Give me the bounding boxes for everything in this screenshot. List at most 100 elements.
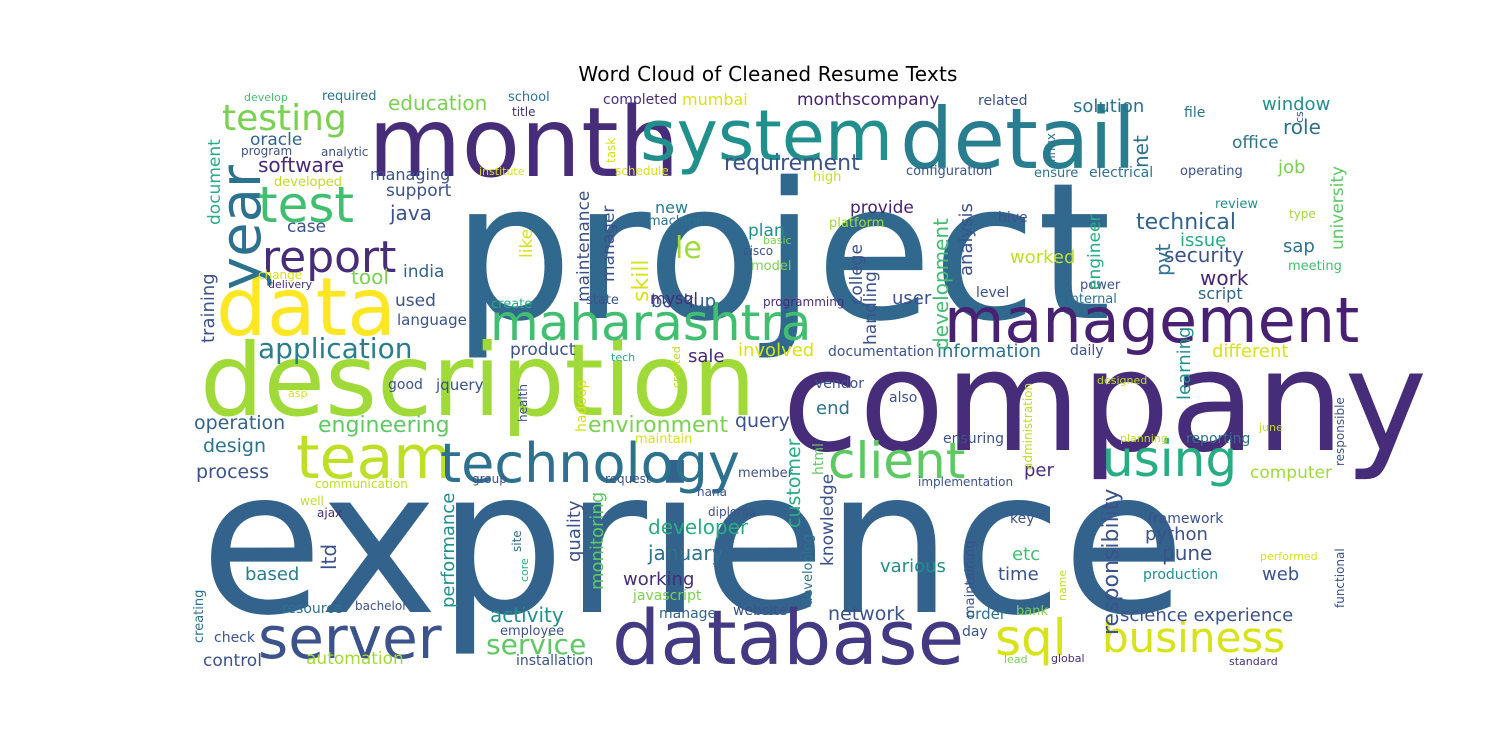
word-pune: pune: [1162, 541, 1212, 565]
word-college: college: [847, 244, 867, 305]
word-manage: manage: [659, 606, 716, 622]
word-control: control: [203, 651, 262, 671]
word-employee: employee: [500, 624, 564, 639]
word-key: key: [1010, 511, 1035, 527]
word-monitoring: monitoring: [587, 492, 608, 590]
word-sql: sql: [995, 609, 1067, 667]
word-education: education: [388, 91, 487, 115]
word-developed: developed: [274, 175, 342, 190]
word-change: change: [258, 268, 302, 282]
word-report: report: [262, 232, 396, 283]
word-java: java: [389, 201, 432, 225]
word-backup: backup: [651, 291, 716, 312]
word-skill: skill: [629, 259, 654, 302]
word-operating: operating: [1180, 164, 1243, 179]
word-meeting: meeting: [1288, 259, 1342, 274]
chart-title: Word Cloud of Cleaned Resume Texts: [578, 62, 958, 86]
word-science-experience: science experience: [1120, 605, 1293, 626]
word-project: project: [452, 142, 1111, 363]
word-university: university: [1328, 166, 1348, 250]
word-oracle: oracle: [250, 130, 302, 150]
word-time: time: [998, 564, 1039, 585]
word-requirement: requirement: [724, 151, 860, 176]
word-completed: completed: [603, 92, 677, 108]
word-health: health: [516, 384, 530, 422]
word-institute: institute: [479, 165, 525, 178]
word-software: software: [258, 153, 344, 177]
word-ajax: ajax: [317, 506, 342, 520]
word-script: script: [1198, 284, 1243, 303]
word-network: network: [828, 603, 905, 625]
word-technical: technical: [1136, 210, 1236, 235]
word-managing: managing: [370, 165, 450, 184]
word-case: case: [287, 217, 326, 237]
word-mumbai: mumbai: [682, 90, 748, 109]
word-cs: cs: [1293, 111, 1306, 123]
word-handling: handling: [861, 271, 881, 345]
word-installation: installation: [516, 653, 593, 669]
word-implementation: implementation: [918, 475, 1013, 489]
word-customer: customer: [783, 438, 805, 528]
word-hive: hive: [998, 210, 1028, 226]
word-html: html: [811, 443, 827, 475]
word-electrical: electrical: [1089, 165, 1153, 181]
word-activity: activity: [490, 603, 564, 627]
word-operation: operation: [194, 412, 285, 434]
word-sap: sap: [1283, 236, 1315, 257]
word-knowledge: knowledge: [818, 474, 838, 566]
word-cisco: cisco: [743, 244, 773, 258]
word-developer: developer: [648, 515, 749, 539]
word-engineering: engineering: [318, 413, 450, 438]
word-used: used: [395, 291, 436, 311]
word-vendor: vendor: [815, 376, 864, 392]
word-performance: performance: [438, 493, 459, 608]
word-state: state: [586, 293, 619, 308]
word-pvt: pvt: [1151, 243, 1175, 276]
word-ltd: ltd: [317, 544, 341, 570]
word-configuration: configuration: [906, 164, 992, 179]
word-environment: environment: [588, 413, 728, 438]
word-diploma: diploma: [708, 505, 756, 519]
word-testing: testing: [222, 98, 347, 139]
word-maharashtra: maharashtra: [490, 294, 811, 352]
word-python: python: [1145, 524, 1208, 545]
word-high: high: [813, 170, 841, 185]
word-developing: developing: [801, 534, 816, 606]
word-test: test: [258, 176, 354, 234]
word-standard: standard: [1229, 655, 1278, 668]
word-core: core: [518, 558, 531, 582]
word-power: power: [1080, 278, 1121, 293]
word-le: le: [675, 231, 702, 266]
word-year: year: [209, 164, 274, 290]
word-end: end: [816, 398, 850, 419]
word-role: role: [1283, 115, 1321, 139]
word-technology: technology: [440, 432, 740, 495]
word-hana: hana: [697, 485, 727, 499]
word-product: product: [510, 340, 576, 360]
word-resource: resource: [282, 601, 343, 617]
word-platform: platform: [829, 216, 884, 231]
word-per: per: [1024, 460, 1055, 481]
word-delivery: delivery: [268, 278, 313, 291]
word-internal: internal: [1067, 292, 1117, 307]
word-various: various: [880, 556, 946, 577]
word-window: window: [1262, 94, 1330, 115]
word-task: task: [604, 138, 618, 163]
word-detail: detail: [900, 90, 1136, 188]
word-creating: creating: [192, 590, 207, 643]
word-worked: worked: [1010, 247, 1075, 268]
word-jquery: jquery: [435, 376, 484, 394]
word-create: create: [491, 297, 532, 312]
word-india: india: [403, 262, 444, 282]
word-analytic: analytic: [321, 145, 368, 159]
word-mysql: mysql: [650, 289, 698, 308]
word-linux: linux: [1044, 133, 1058, 162]
word-reporting: reporting: [1186, 431, 1250, 447]
word-created: created: [670, 346, 683, 388]
word-monthscompany: monthscompany: [797, 90, 939, 110]
word-team: team: [296, 423, 452, 493]
word-ensuring: ensuring: [943, 431, 1004, 447]
word-client: client: [828, 432, 965, 490]
word-sale: sale: [688, 346, 724, 367]
